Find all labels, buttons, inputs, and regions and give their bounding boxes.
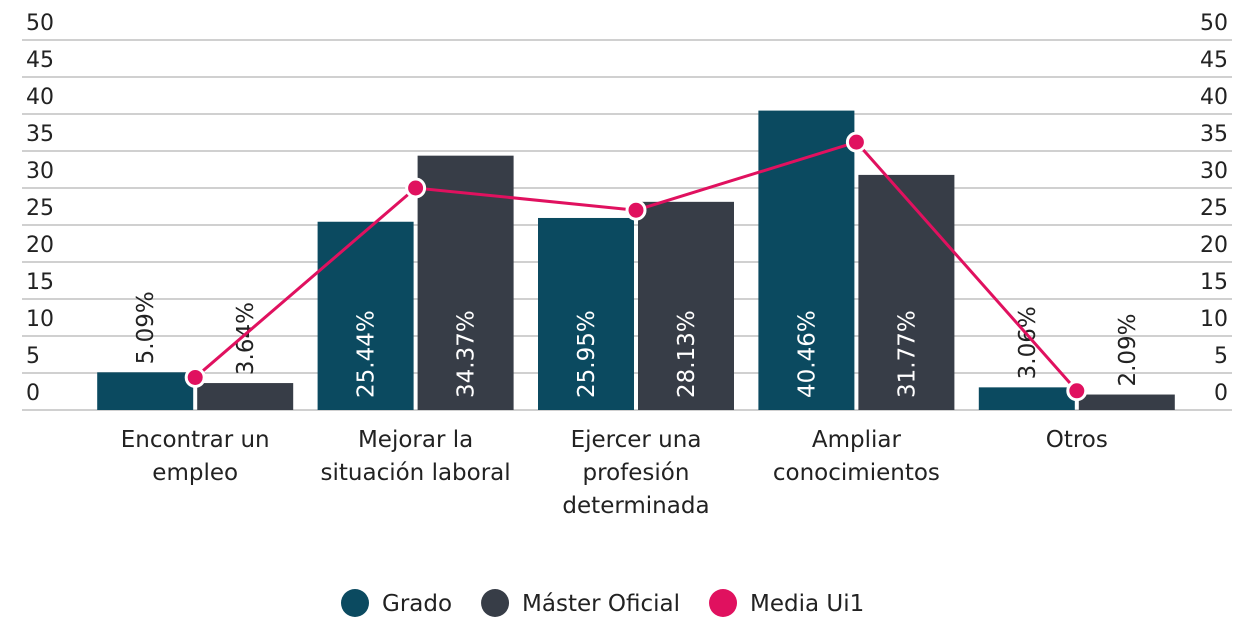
line-marker <box>845 131 867 153</box>
data-label: 34.37% <box>454 310 480 398</box>
bar <box>758 110 855 410</box>
data-label: 3.06% <box>1015 306 1041 379</box>
y2-tick-label: 5 <box>1214 344 1228 369</box>
y-tick-label: 0 <box>26 381 40 406</box>
data-label: 25.95% <box>574 310 600 398</box>
x-tick-label: Ejercer una profesión determinada <box>562 427 710 519</box>
bar <box>417 155 514 410</box>
data-label: 25.44% <box>354 310 380 398</box>
y-tick-label: 15 <box>26 270 54 295</box>
legend-swatch <box>481 589 510 617</box>
y-tick-label: 30 <box>26 159 54 184</box>
data-label: 40.46% <box>794 310 820 398</box>
y2-tick-label: 0 <box>1214 381 1228 406</box>
bar <box>97 372 194 410</box>
y2-tick-label: 25 <box>1200 196 1228 221</box>
legend-label: Máster Oficial <box>522 591 680 617</box>
x-tick-label: Ampliar conocimientos <box>772 427 940 486</box>
x-tick-label: Encontrar un empleo <box>120 427 270 486</box>
y-tick-label: 5 <box>26 344 40 369</box>
bar <box>197 383 294 410</box>
legend-label: Grado <box>382 591 452 617</box>
x-tick-label: Mejorar la situación laboral <box>320 427 511 486</box>
legend-swatch <box>341 589 369 617</box>
data-label: 31.77% <box>894 310 920 398</box>
y-tick-label: 45 <box>26 48 54 73</box>
line-marker <box>1066 380 1088 402</box>
y-tick-label: 50 <box>26 11 54 36</box>
y2-tick-label: 40 <box>1200 85 1228 110</box>
bar <box>978 387 1075 410</box>
legend-swatch <box>709 589 738 617</box>
bar <box>638 201 734 410</box>
y-tick-label: 20 <box>26 233 54 258</box>
data-label: 28.13% <box>674 310 700 398</box>
data-label: 3.64% <box>233 302 259 375</box>
y2-tick-label: 20 <box>1200 233 1228 258</box>
bar <box>1078 394 1175 410</box>
data-label: 2.09% <box>1115 313 1141 386</box>
y-tick-label: 10 <box>26 307 54 332</box>
bar <box>538 217 634 410</box>
y2-tick-label: 30 <box>1200 159 1228 184</box>
y2-tick-label: 10 <box>1200 307 1228 332</box>
bar <box>317 221 414 410</box>
data-label: 5.09% <box>133 291 159 364</box>
y-tick-label: 40 <box>26 85 54 110</box>
y-tick-label: 25 <box>26 196 54 221</box>
y2-tick-label: 35 <box>1200 122 1228 147</box>
y2-tick-label: 15 <box>1200 270 1228 295</box>
y-tick-label: 35 <box>26 122 54 147</box>
bar <box>858 174 955 410</box>
x-tick-label: Otros <box>1045 427 1108 453</box>
line-marker <box>625 199 647 221</box>
legend-label: Media Ui1 <box>750 591 864 617</box>
line-marker <box>184 366 206 388</box>
y2-tick-label: 50 <box>1200 11 1228 36</box>
y2-tick-label: 45 <box>1200 48 1228 73</box>
line-marker <box>405 177 427 199</box>
